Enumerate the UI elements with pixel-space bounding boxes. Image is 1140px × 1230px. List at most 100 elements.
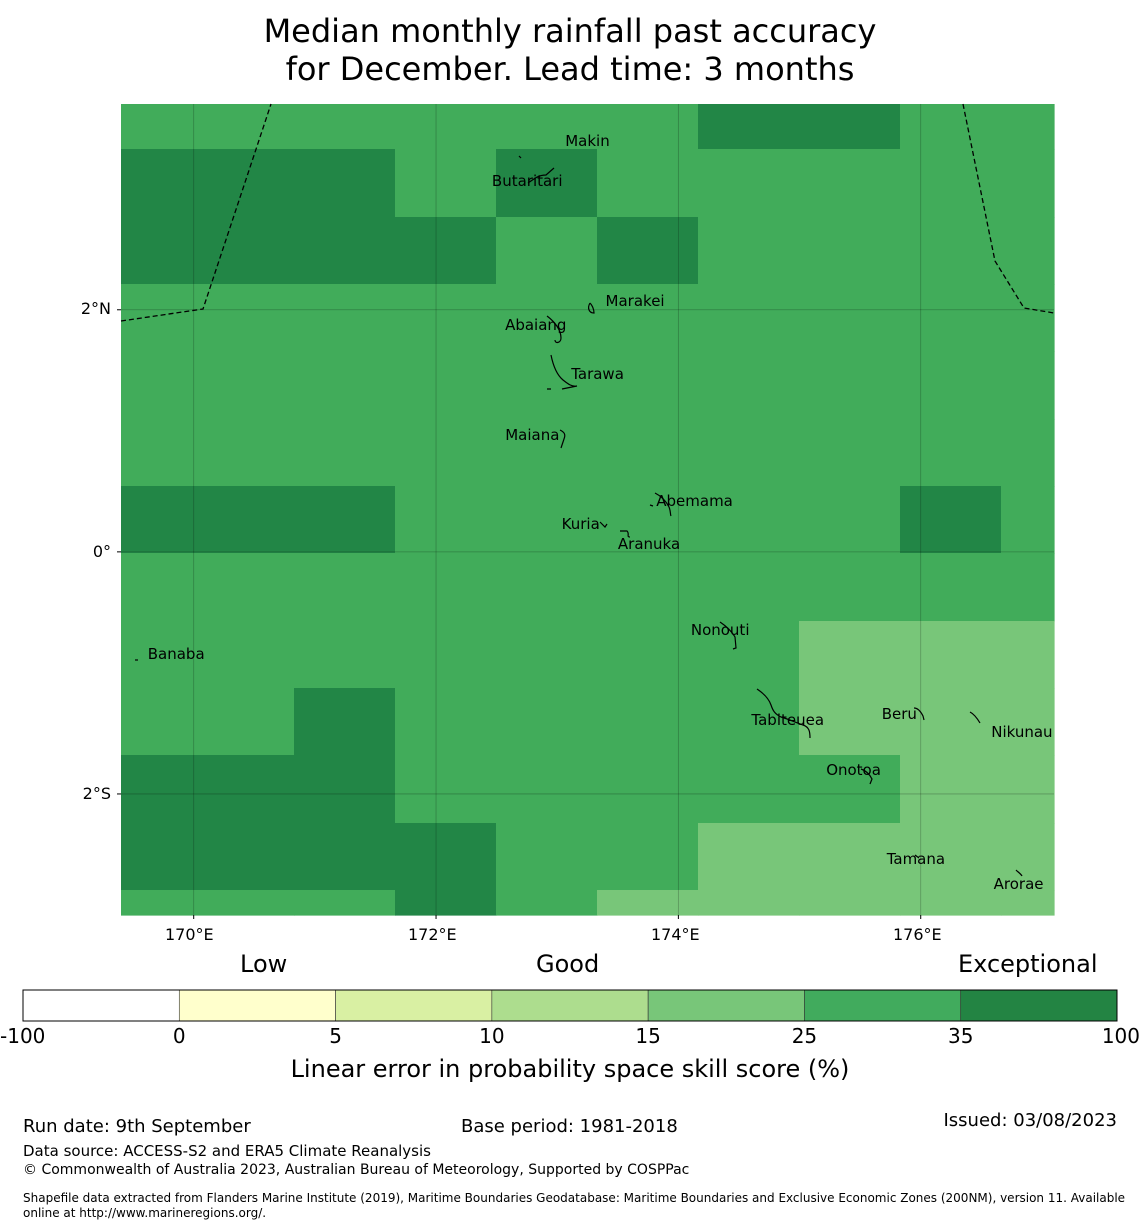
lat-label-2s: 2°S (82, 784, 111, 803)
legend-category-good: Good (536, 950, 600, 978)
skill-cell (1001, 104, 1055, 150)
skill-cell (121, 688, 295, 756)
legend-tick-label: 0 (172, 1024, 186, 1048)
skill-cell (597, 621, 699, 689)
skill-cell (1001, 419, 1055, 487)
legend-colorbar (22, 989, 1118, 1022)
island-label-nikunau: Nikunau (991, 722, 1053, 741)
skill-cell (799, 217, 901, 285)
skill-cell (395, 755, 497, 824)
skill-cell (698, 486, 800, 554)
skill-cell (900, 755, 1002, 824)
skill-cell (121, 621, 295, 689)
skill-cell (698, 755, 800, 824)
island-label-butaritari: Butaritari (491, 171, 563, 190)
skill-cell (395, 823, 497, 891)
island-outlines (135, 155, 1023, 877)
skill-cell (799, 104, 901, 150)
skill-cell (799, 149, 901, 218)
base-period: Base period: 1981-2018 (461, 1116, 678, 1137)
skill-cell (597, 823, 699, 891)
skill-cell (121, 755, 295, 824)
legend-tick-label: 15 (635, 1024, 661, 1048)
skill-cell (121, 890, 295, 916)
island-outline-abemama (649, 492, 672, 517)
skill-cell (294, 217, 396, 285)
lon-label-170e: 170°E (165, 925, 214, 944)
island-label-makin: Makin (565, 132, 610, 151)
skill-cell (121, 419, 295, 487)
graticule-lines (121, 104, 1054, 915)
axis-ticks (117, 309, 922, 919)
lat-label-2n: 2°N (80, 299, 111, 318)
skill-cell (698, 217, 800, 285)
island-outline-nikunau (969, 711, 981, 724)
legend-tick-label: 5 (329, 1024, 342, 1048)
issued-date: Issued: 03/08/2023 (943, 1110, 1117, 1131)
skill-cell (395, 688, 497, 756)
island-label-tamana: Tamana (886, 850, 946, 869)
skill-cell (597, 351, 699, 420)
skill-cell (799, 621, 901, 689)
skill-cell (900, 486, 1002, 554)
skill-cell (597, 890, 699, 916)
data-source: Data source: ACCESS-S2 and ERA5 Climate … (23, 1142, 431, 1160)
skill-cell (900, 284, 1002, 352)
skill-cell (496, 755, 598, 824)
lat-label-equator: 0° (92, 542, 111, 561)
skill-cell (496, 823, 598, 891)
island-outline-marakei (588, 302, 595, 314)
skill-cell (294, 419, 396, 487)
island-outline-maiana (559, 429, 566, 449)
shapefile-credit-line1: Shapefile data extracted from Flanders M… (23, 1191, 1126, 1205)
skill-cell (395, 621, 497, 689)
skill-cell (1001, 755, 1055, 824)
lon-label-176e: 176°E (893, 925, 942, 944)
skill-cell (294, 621, 396, 689)
eez-boundary-west (120, 103, 272, 322)
skill-cell (698, 890, 800, 916)
skill-cell (294, 553, 396, 622)
skill-cell (698, 284, 800, 352)
skill-cell (597, 553, 699, 622)
island-label-onotoa: Onotoa (826, 760, 881, 779)
lon-label-174e: 174°E (651, 925, 700, 944)
map-title-line1: Median monthly rainfall past accuracy (263, 12, 877, 50)
island-outline-abaiang (546, 315, 562, 344)
skill-cell (121, 104, 295, 150)
legend-outline (22, 989, 1118, 1022)
skill-cell (1001, 284, 1055, 352)
skill-cell (597, 217, 699, 285)
skill-cell (900, 217, 1002, 285)
skill-cell (121, 149, 295, 218)
legend-category-low: Low (240, 950, 288, 978)
skill-cell (294, 755, 396, 824)
skill-cell (496, 890, 598, 916)
skill-cell (294, 149, 396, 218)
skill-cell (121, 553, 295, 622)
island-label-banaba: Banaba (147, 645, 205, 664)
skill-cell (496, 104, 598, 150)
maritime-boundaries (120, 103, 1055, 322)
skill-cell (496, 688, 598, 756)
skill-cell (121, 351, 295, 420)
skill-cell (597, 486, 699, 554)
island-outline-tarawa (547, 354, 578, 390)
island-label-marakei: Marakei (605, 291, 665, 310)
skill-cell (900, 621, 1002, 689)
legend-tick-label: 100 (1101, 1024, 1140, 1048)
island-label-maiana: Maiana (505, 425, 560, 444)
skill-cell (294, 284, 396, 352)
skill-cell (698, 688, 800, 756)
skill-cell (597, 419, 699, 487)
legend-swatch (960, 989, 1118, 1022)
legend-axis-label: Linear error in probability space skill … (290, 1055, 850, 1083)
skill-cell (496, 351, 598, 420)
legend-tick-label: -100 (0, 1024, 46, 1048)
copyright: © Commonwealth of Australia 2023, Austra… (23, 1162, 690, 1178)
island-label-arorae: Arorae (993, 874, 1044, 893)
skill-cell (799, 823, 901, 891)
skill-cell (799, 890, 901, 916)
legend-swatch (335, 989, 493, 1022)
skill-cell (799, 755, 901, 824)
